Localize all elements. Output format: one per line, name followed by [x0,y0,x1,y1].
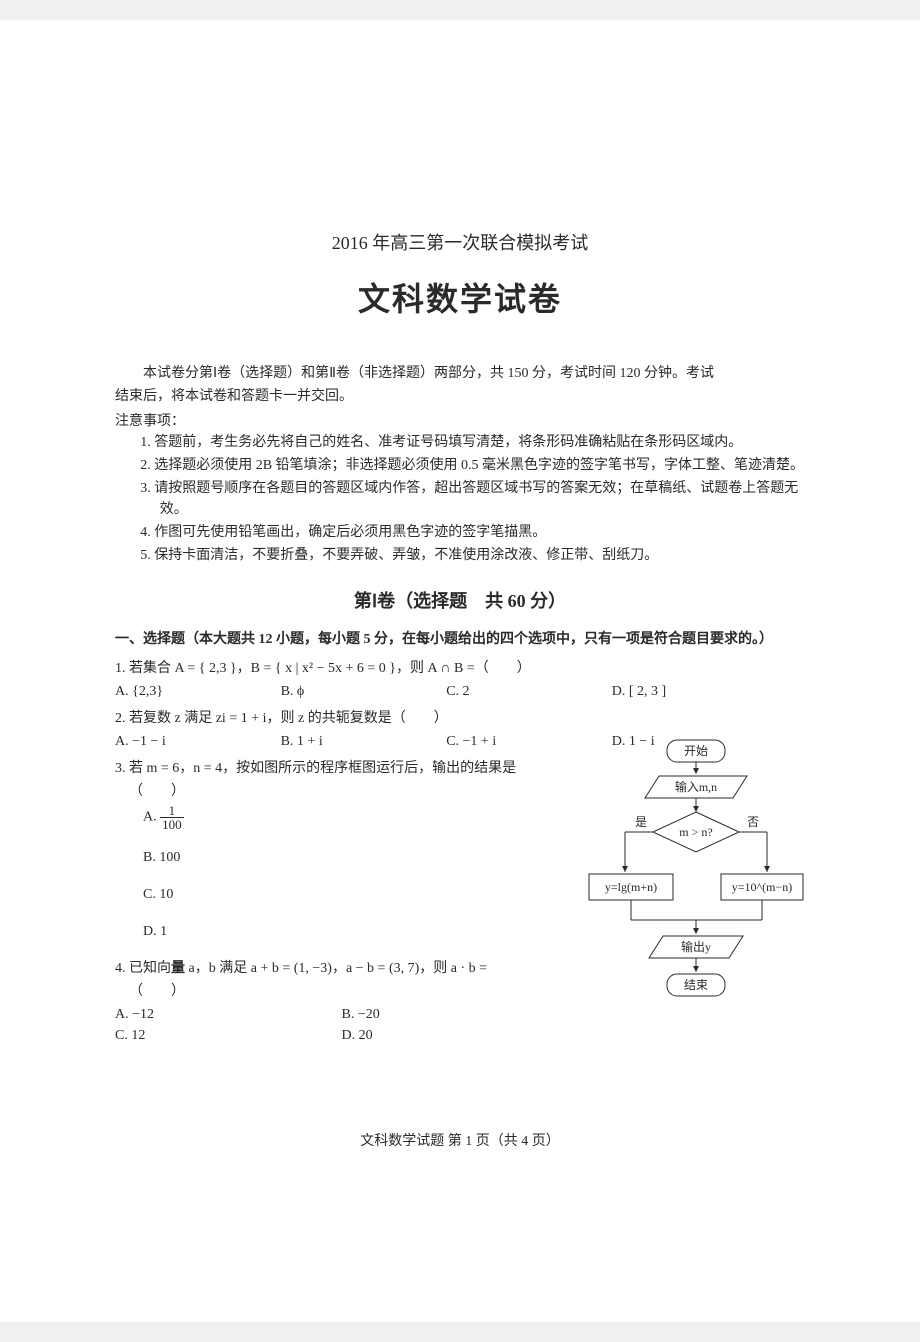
fraction-icon: 1100 [160,804,184,831]
notice-item: 1. 答题前，考生务必先将自己的姓名、准考证号码填写清楚，将条形码准确粘贴在条形… [160,432,805,453]
question-2-opt-b: B. 1 + i [281,731,447,752]
question-3-opt-d: D. 1 [143,921,587,942]
fraction-numerator: 1 [160,804,184,818]
question-4-opt-c: C. 12 [115,1025,342,1046]
preamble-line-1: 本试卷分第Ⅰ卷（选择题）和第Ⅱ卷（非选择题）两部分，共 150 分，考试时间 1… [115,363,805,384]
question-4-options: A. −12 B. −20 C. 12 D. 20 [115,1004,587,1046]
notice-heading: 注意事项： [115,411,805,432]
flow-input-label: 输入m,n [675,779,717,794]
flow-end-label: 结束 [684,978,708,992]
question-1: 1. 若集合 A = { 2,3 }，B = { x | x² − 5x + 6… [115,658,805,702]
flow-left-box-label: y=lg(m+n) [605,880,657,894]
preamble-line-2: 结束后，将本试卷和答题卡一并交回。 [115,386,805,407]
question-1-opt-b: B. ϕ [281,681,447,702]
question-4-opt-a: A. −12 [115,1004,342,1025]
question-4-text: 4. 已知向量 a，b 满足 a + b = (1, −3)，a − b = (… [115,958,587,979]
q4-prefix: 4. 已知向 [115,961,171,976]
exam-title: 文科数学试卷 [115,275,805,323]
flowchart-svg: 开始 输入m,n m > n? 是 否 y=lg(m+n) [587,734,805,1014]
question-3-wrapper: 3. 若 m = 6，n = 4，按如图所示的程序框图运行后，输出的结果是 （ … [115,758,805,1052]
question-4-opt-d: D. 20 [342,1025,569,1046]
question-2-text: 2. 若复数 z 满足 zi = 1 + i，则 z 的共轭复数是（ ） [115,708,805,729]
q3-opt-a-prefix: A. [143,810,160,825]
question-3-opt-c: C. 10 [143,884,587,905]
flow-cond-label: m > n? [679,825,712,839]
question-1-opt-a: A. {2,3} [115,681,281,702]
section-1-instruction: 一、选择题（本大题共 12 小题，每小题 5 分，在每小题给出的四个选项中，只有… [115,629,805,650]
notice-item: 5. 保持卡面清洁，不要折叠，不要弄破、弄皱，不准使用涂改液、修正带、刮纸刀。 [160,545,805,566]
page-footer: 文科数学试题 第 1 页（共 4 页） [0,1131,920,1152]
section-1-header: 第Ⅰ卷（选择题 共 60 分） [115,588,805,615]
question-3-blank: （ ） [115,781,587,802]
question-2-opt-a: A. −1 − i [115,731,281,752]
q4-bold: 量 [171,961,185,976]
question-3-opt-a: A. 1100 [143,804,587,831]
flow-start-label: 开始 [684,744,708,758]
notice-list: 1. 答题前，考生务必先将自己的姓名、准考证号码填写清楚，将条形码准确粘贴在条形… [115,432,805,566]
question-3-text: 3. 若 m = 6，n = 4，按如图所示的程序框图运行后，输出的结果是 [115,758,587,779]
question-3-opt-b: B. 100 [143,847,587,868]
question-3-left-col: 3. 若 m = 6，n = 4，按如图所示的程序框图运行后，输出的结果是 （ … [115,758,587,1052]
flowchart-diagram: 开始 输入m,n m > n? 是 否 y=lg(m+n) [587,734,805,1052]
flow-output-label: 输出y [681,939,711,954]
notice-item: 4. 作图可先使用铅笔画出，确定后必须用黑色字迹的签字笔描黑。 [160,522,805,543]
question-4: 4. 已知向量 a，b 满足 a + b = (1, −3)，a − b = (… [115,958,587,1046]
question-1-opt-c: C. 2 [446,681,612,702]
q4-rest: a，b 满足 a + b = (1, −3)，a − b = (3, 7)，则 … [185,961,487,976]
question-4-blank: （ ） [115,981,587,1002]
fraction-denominator: 100 [160,818,184,831]
flow-right-box-label: y=10^(m−n) [732,880,793,894]
question-1-text: 1. 若集合 A = { 2,3 }，B = { x | x² − 5x + 6… [115,658,805,679]
exam-subtitle: 2016 年高三第一次联合模拟考试 [115,230,805,257]
notice-item: 2. 选择题必须使用 2B 铅笔填涂；非选择题必须使用 0.5 毫米黑色字迹的签… [160,455,805,476]
notice-item: 3. 请按照题号顺序在各题目的答题区域内作答，超出答题区域书写的答案无效；在草稿… [160,478,805,520]
question-3-options: A. 1100 B. 100 C. 10 D. 1 [115,804,587,942]
exam-page: 2016 年高三第一次联合模拟考试 文科数学试卷 本试卷分第Ⅰ卷（选择题）和第Ⅱ… [0,20,920,1322]
question-3: 3. 若 m = 6，n = 4，按如图所示的程序框图运行后，输出的结果是 （ … [115,758,587,942]
question-4-opt-b: B. −20 [342,1004,569,1025]
question-1-opt-d: D. [ 2, 3 ] [612,681,778,702]
flow-yes-label: 是 [635,815,647,829]
question-1-options: A. {2,3} B. ϕ C. 2 D. [ 2, 3 ] [115,681,805,702]
flow-no-label: 否 [747,815,759,829]
